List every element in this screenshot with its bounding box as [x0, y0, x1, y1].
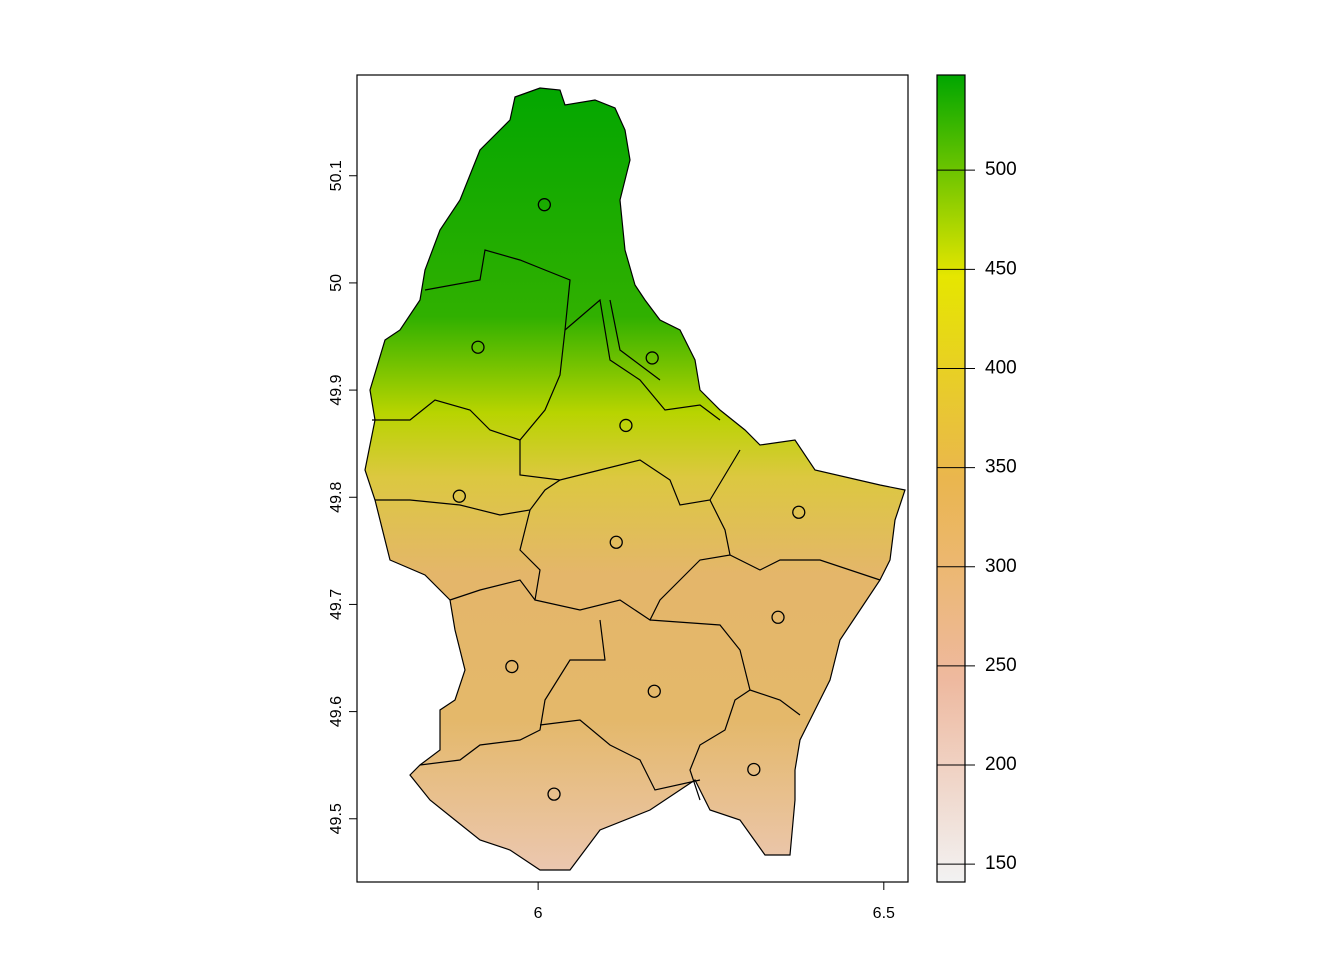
y-tick-label: 50.1	[328, 160, 345, 191]
legend-tick-label: 250	[985, 655, 1017, 676]
region-border	[449, 579, 536, 601]
region-border	[649, 619, 801, 716]
legend-tick-label: 350	[985, 457, 1017, 478]
region-centroid	[609, 535, 623, 549]
region-border	[519, 509, 881, 621]
legend-tick-label: 500	[985, 159, 1017, 180]
y-tick-label: 49.5	[328, 803, 345, 834]
region-centroid	[547, 787, 561, 801]
y-tick-label: 50	[328, 274, 345, 292]
region-border	[564, 298, 721, 421]
region-centroid	[747, 762, 761, 777]
legend-tick-label: 400	[985, 357, 1017, 378]
y-tick-label: 49.8	[328, 482, 345, 513]
legend-tick-label: 300	[985, 556, 1017, 577]
region-border	[372, 249, 571, 441]
y-tick-label: 49.7	[328, 589, 345, 620]
region-centroid	[537, 198, 552, 212]
region-centroid	[471, 340, 485, 354]
legend-tick-label: 450	[985, 258, 1017, 279]
region-border	[709, 499, 731, 556]
region-centroid	[619, 418, 633, 433]
region-centroid	[645, 351, 659, 365]
region-centroid	[771, 610, 785, 624]
region-centroid	[647, 684, 661, 698]
plot-frame	[356, 74, 909, 883]
country-outline	[364, 87, 906, 871]
region-border	[689, 689, 751, 801]
x-tick-label: 6.5	[873, 905, 895, 922]
legend-tick-label: 150	[985, 853, 1017, 874]
region-borders	[372, 249, 881, 801]
region-centroid	[505, 659, 519, 674]
region-border	[539, 719, 701, 791]
region-border	[419, 619, 606, 766]
y-tick-label: 49.9	[328, 374, 345, 405]
x-tick-label: 6	[534, 905, 543, 922]
legend-tick-label: 200	[985, 754, 1017, 775]
region-border	[609, 299, 661, 381]
region-border	[519, 440, 741, 506]
region-border	[375, 479, 561, 516]
region-centroid	[452, 489, 466, 503]
region-centroid	[792, 505, 806, 519]
color-bar	[936, 74, 966, 883]
map-area	[364, 87, 906, 871]
y-tick-label: 49.6	[328, 696, 345, 727]
